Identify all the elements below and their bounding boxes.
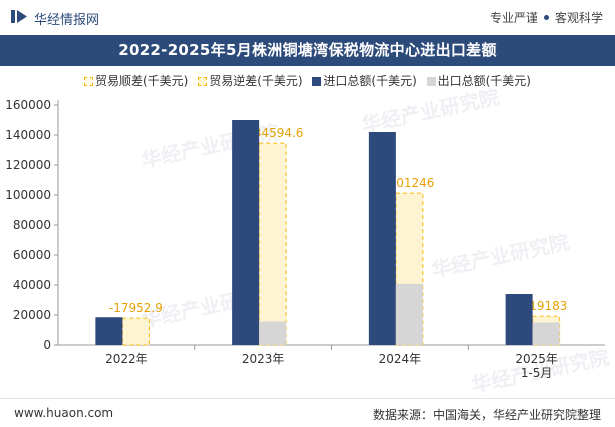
legend: 贸易顺差(千美元) 贸易逆差(千美元) 进口总额(千美元) 出口总额(千美元) [0,72,615,92]
legend-import: 进口总额(千美元) [312,72,417,89]
bar-chart: 0 20000 40000 60000 80000 100000 120000 140000 1… [5,98,605,380]
legend-surplus-label: 贸易顺差(千美元) [95,74,189,88]
brand-name: 华经情报网 [34,13,100,28]
top-bar: 华经情报网 专业严谨 客观科学 [0,0,615,34]
y-tick-label: 140000 [5,128,51,142]
deficit-bar [258,142,287,346]
legend-export-label: 出口总额(千美元) [437,74,531,88]
dot-icon [543,15,549,20]
deficit-data-label: -19183 [525,299,568,313]
legend-export-swatch [426,77,436,86]
export-bar [532,322,560,345]
y-tick-label: 40000 [13,278,51,292]
chart-title: 2022-2025年5月株洲铜塘湾保税物流中心进出口差额 [118,41,497,59]
y-tick-label: 100000 [5,188,51,202]
legend-export: 出口总额(千美元) [426,72,531,89]
footer-website: www.huaon.com [14,406,114,420]
deficit-data-label: -101246 [384,176,434,190]
y-tick-label: 0 [43,338,51,352]
x-tick-label: 2025年 [515,352,558,366]
slogan-tag-1: 专业严谨 [489,11,538,25]
import-bar [505,294,533,345]
deficit-bar [121,317,150,346]
logo-icon [11,10,27,23]
x-tick-label: 1-5月 [521,366,553,380]
slogan: 专业严谨 客观科学 [490,9,603,26]
legend-import-label: 进口总额(千美元) [323,74,417,88]
footer-source: 数据来源：中国海关，华经产业研究院整理 [372,408,601,422]
deficit-data-label: -17952.9 [109,301,163,315]
x-tick-label: 2024年 [379,352,422,366]
y-tick-label: 120000 [5,158,51,172]
y-tick-label: 160000 [5,98,51,112]
y-tick-label: 20000 [13,308,51,322]
legend-surplus: 贸易顺差(千美元) [84,72,188,89]
import-bar [368,132,396,345]
export-bar [259,321,287,345]
slogan-tag-2: 客观科学 [554,11,603,25]
y-tick-label: 80000 [13,218,51,232]
legend-deficit: 贸易逆差(千美元) [198,72,303,89]
export-bar [395,283,423,345]
legend-deficit-label: 贸易逆差(千美元) [209,74,303,88]
x-tick-label: 2023年 [242,352,285,366]
title-bar: 2022-2025年5月株洲铜塘湾保税物流中心进出口差额 [0,35,615,66]
import-bar [95,317,123,345]
x-tick-label: 2022年 [105,352,148,366]
footer: www.huaon.com 数据来源：中国海关，华经产业研究院整理 [0,398,615,427]
legend-import-swatch [312,77,322,86]
import-bar [232,120,260,345]
legend-deficit-swatch [198,77,208,86]
legend-surplus-swatch [84,77,93,86]
y-tick-label: 60000 [13,248,51,262]
